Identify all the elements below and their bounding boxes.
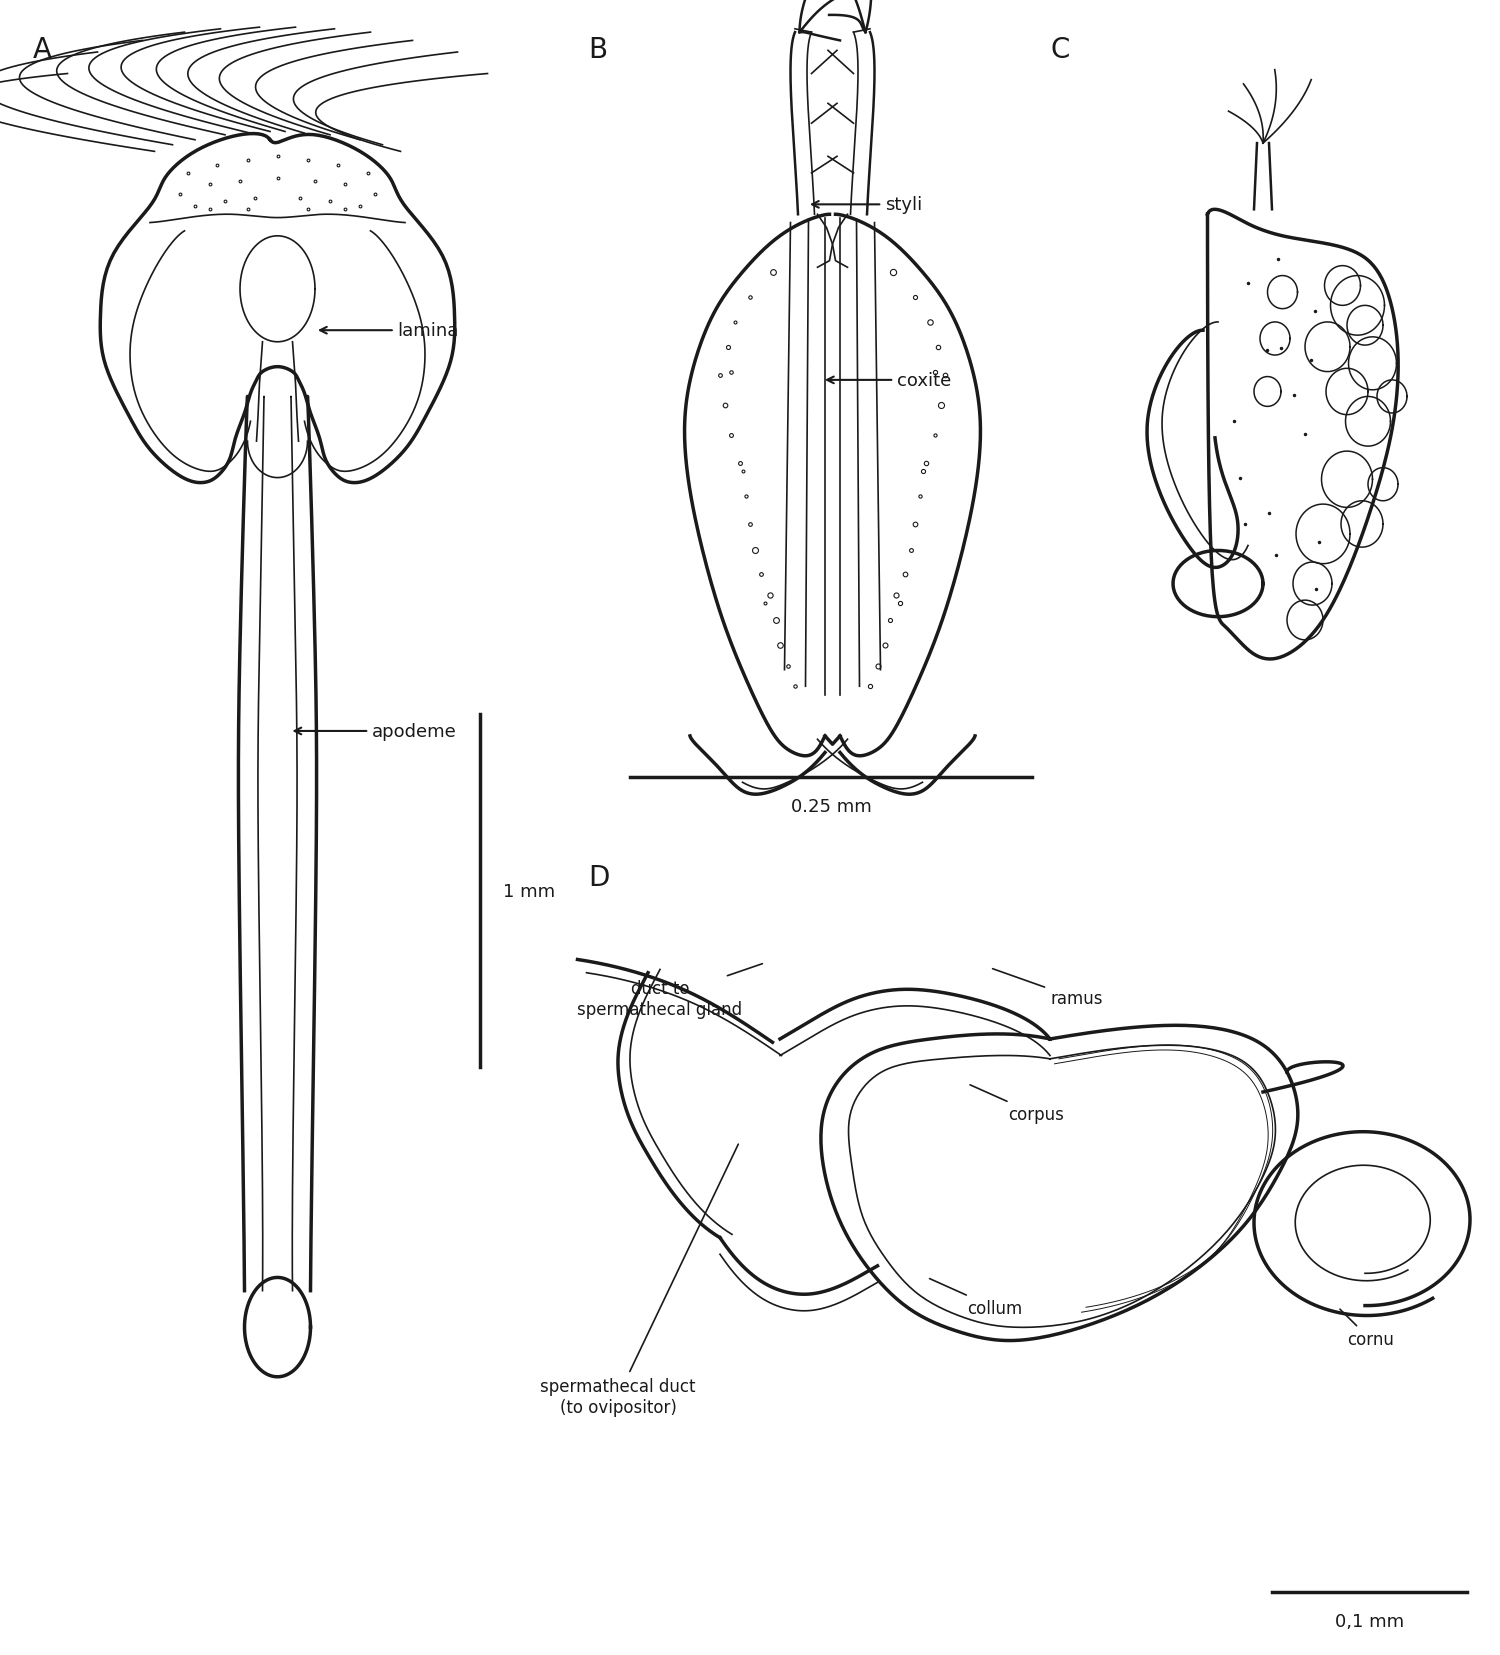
- Text: apodeme: apodeme: [294, 723, 456, 740]
- Text: styli: styli: [812, 197, 922, 213]
- Text: 0,1 mm: 0,1 mm: [1335, 1612, 1404, 1630]
- Text: cornu: cornu: [1340, 1309, 1394, 1349]
- Text: 1 mm: 1 mm: [503, 882, 555, 900]
- Text: lamina: lamina: [320, 323, 459, 339]
- Text: B: B: [588, 36, 608, 65]
- Text: collum: collum: [930, 1279, 1023, 1317]
- Text: A: A: [33, 36, 53, 65]
- Text: spermathecal duct
(to ovipositor): spermathecal duct (to ovipositor): [540, 1145, 738, 1415]
- Text: corpus: corpus: [970, 1086, 1064, 1124]
- Text: 0.25 mm: 0.25 mm: [790, 798, 871, 816]
- Text: C: C: [1050, 36, 1070, 65]
- Text: duct to
spermathecal gland: duct to spermathecal gland: [578, 965, 762, 1018]
- Text: coxite: coxite: [827, 372, 951, 389]
- Text: D: D: [588, 864, 609, 892]
- Text: ramus: ramus: [993, 970, 1102, 1008]
